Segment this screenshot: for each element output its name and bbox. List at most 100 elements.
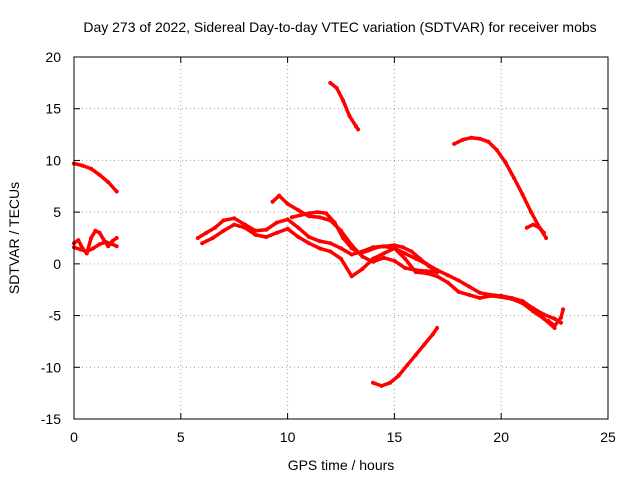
x-tick-label: 25 (600, 429, 616, 445)
data-point (289, 215, 294, 220)
data-point (80, 163, 85, 168)
axis-ticks: 0 5 10 15 20 25 -15 -10 -5 0 5 10 15 20 (41, 49, 616, 445)
data-point (375, 245, 380, 250)
data-point (204, 230, 209, 235)
data-point (270, 199, 275, 204)
data-point (264, 227, 269, 232)
data-point (200, 241, 205, 246)
data-point (253, 232, 258, 237)
y-tick-label: 15 (45, 101, 61, 117)
data-point (403, 266, 408, 270)
data-point (114, 244, 119, 249)
data-point (334, 86, 339, 90)
data-point (452, 141, 457, 146)
data-point (317, 246, 322, 251)
data-point (486, 139, 491, 144)
series-line-track-5 (200, 222, 557, 330)
data-point (546, 318, 551, 323)
data-point (403, 256, 408, 261)
data-point (341, 236, 346, 240)
data-point (435, 270, 440, 275)
data-point (89, 236, 94, 240)
data-point (529, 210, 534, 215)
data-point (307, 241, 311, 246)
data-point (110, 242, 115, 247)
data-point (392, 246, 397, 251)
data-point (354, 124, 358, 129)
data-point (388, 380, 393, 385)
data-point (232, 222, 237, 227)
data-point (78, 247, 83, 252)
data-point (541, 316, 546, 321)
data-point (456, 289, 461, 294)
data-point (221, 218, 226, 223)
series-line-track-10 (525, 222, 546, 235)
data-point (307, 235, 311, 239)
data-point (341, 98, 346, 103)
data-point (552, 323, 557, 328)
data-point (413, 352, 418, 357)
x-tick-label: 0 (70, 429, 78, 445)
data-point (360, 254, 365, 259)
data-point (298, 213, 303, 218)
data-point (392, 258, 397, 263)
data-point (366, 248, 371, 253)
data-point (210, 236, 215, 240)
data-point (317, 215, 322, 220)
data-point (520, 301, 525, 306)
data-point (413, 268, 418, 273)
data-point (349, 246, 354, 251)
data-point (277, 193, 282, 198)
data-point (422, 342, 427, 347)
data-point (381, 251, 386, 256)
data-point (285, 226, 290, 231)
data-point (339, 246, 343, 251)
data-point (435, 274, 440, 279)
data-point (524, 225, 529, 230)
data-point (253, 228, 258, 233)
data-point (114, 189, 119, 194)
data-point (371, 380, 375, 385)
data-point (559, 320, 563, 325)
data-point (328, 241, 333, 246)
data-point (477, 296, 482, 300)
y-tick-label: 10 (45, 152, 61, 168)
data-point (392, 243, 397, 248)
data-point (400, 245, 405, 250)
data-point (503, 160, 508, 165)
data-point (469, 135, 474, 140)
x-tick-label: 20 (493, 429, 509, 445)
data-point (232, 216, 237, 221)
data-point (456, 278, 461, 283)
data-point (285, 201, 290, 206)
data-point (328, 80, 333, 85)
data-point (418, 256, 422, 261)
data-point (84, 249, 89, 254)
y-axis-label: SDTVAR / TECUs (6, 182, 22, 294)
data-point (274, 230, 279, 235)
data-point (104, 240, 108, 245)
data-point (509, 297, 514, 301)
data-point (512, 176, 516, 180)
data-point (405, 363, 410, 368)
data-point (195, 236, 200, 240)
data-point (396, 373, 401, 378)
data-point (307, 214, 311, 219)
data-point (403, 251, 408, 256)
plot-area-frame (73, 56, 609, 420)
y-tick-label: 20 (45, 49, 61, 65)
data-point (97, 242, 102, 247)
data-point (371, 259, 375, 264)
y-tick-label: -10 (41, 359, 61, 375)
data-point (488, 293, 493, 298)
data-point (467, 292, 472, 297)
data-point (76, 238, 81, 243)
data-point (424, 269, 429, 274)
data-point (552, 316, 557, 321)
data-point (307, 211, 311, 216)
data-point (328, 249, 333, 254)
data-point (97, 172, 102, 177)
data-point (477, 136, 482, 141)
data-point (114, 236, 119, 240)
data-point (332, 220, 337, 225)
